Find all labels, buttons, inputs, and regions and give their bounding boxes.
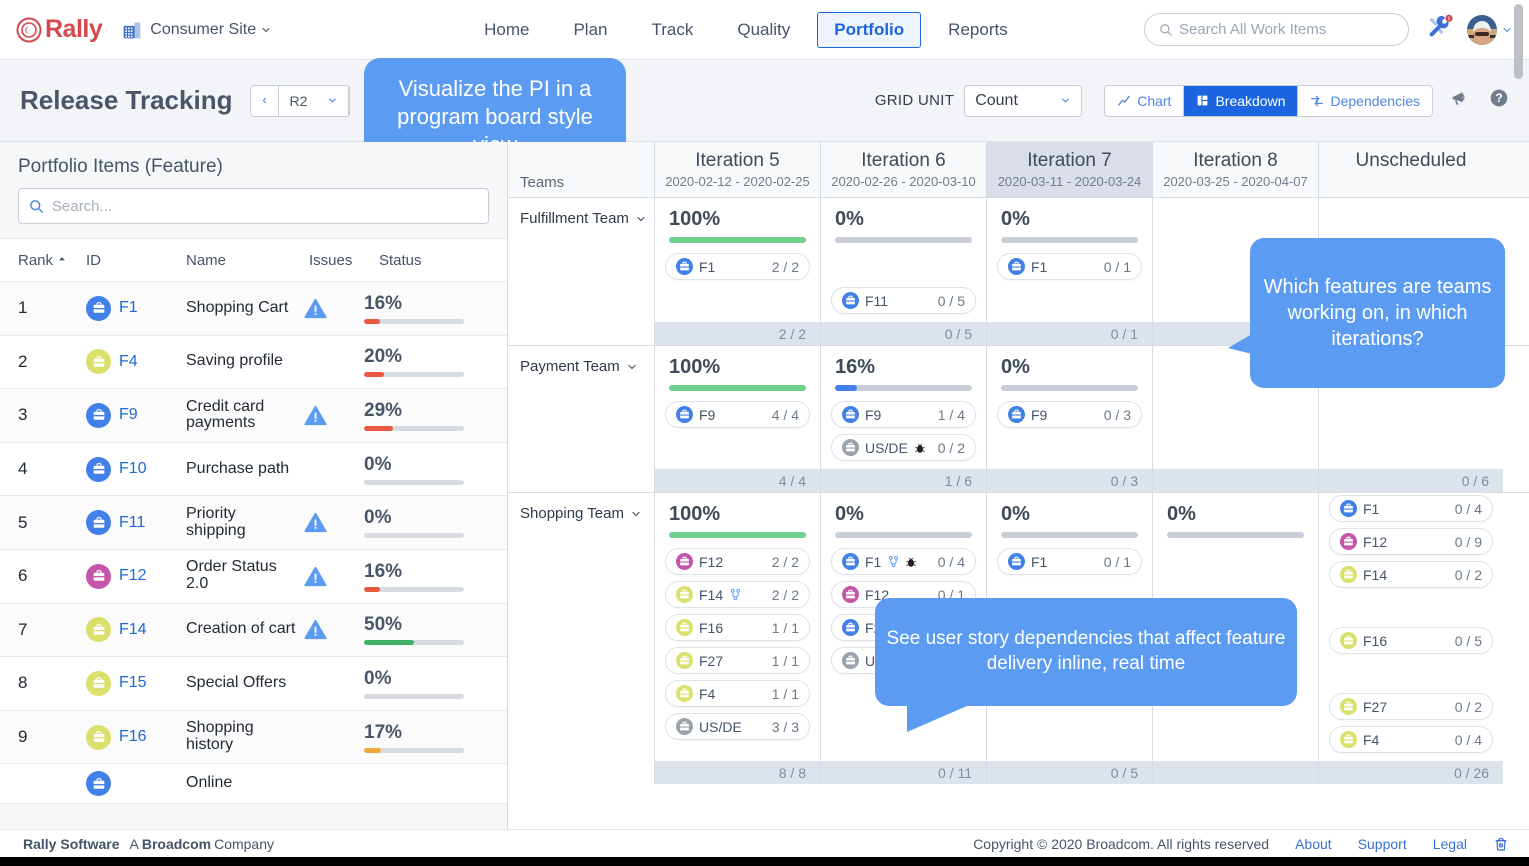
svg-text:?: ? bbox=[1495, 92, 1502, 105]
